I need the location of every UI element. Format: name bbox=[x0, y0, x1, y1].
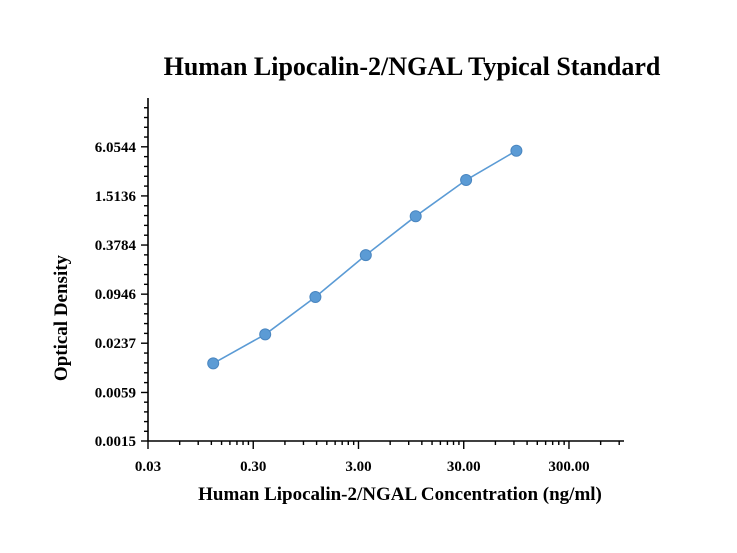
data-point bbox=[460, 174, 473, 186]
y-tick-label: 0.0237 bbox=[95, 336, 137, 352]
x-tick-label: 30.00 bbox=[447, 459, 481, 475]
chart-title: Human Lipocalin-2/NGAL Typical Standard bbox=[164, 52, 661, 81]
data-point bbox=[259, 328, 272, 341]
data-point bbox=[207, 357, 220, 370]
data-points-group bbox=[207, 144, 523, 370]
data-point bbox=[409, 210, 422, 223]
x-tick-label: 0.30 bbox=[240, 459, 266, 475]
y-tick-label: 0.0059 bbox=[95, 385, 136, 401]
axes: 0.03 0.30 3.00 30.00 300.00 0.0015 0.0059 0.023… bbox=[95, 98, 624, 475]
data-point bbox=[510, 144, 523, 157]
data-point bbox=[359, 249, 372, 262]
y-tick-label: 0.0946 bbox=[95, 287, 137, 303]
x-tick-label: 0.03 bbox=[135, 459, 161, 475]
data-point bbox=[309, 291, 322, 303]
y-tick-label: 0.0015 bbox=[95, 434, 136, 450]
y-axis-label: Optical Density bbox=[51, 254, 72, 381]
x-axis-label: Human Lipocalin-2/NGAL Concentration (ng… bbox=[198, 484, 602, 505]
y-tick-label: 1.5136 bbox=[95, 189, 137, 205]
x-tick-label: 300.00 bbox=[548, 459, 589, 475]
y-tick-label: 6.0544 bbox=[95, 140, 137, 156]
x-tick-label: 3.00 bbox=[345, 459, 371, 475]
y-tick-label: 0.3784 bbox=[95, 238, 137, 254]
